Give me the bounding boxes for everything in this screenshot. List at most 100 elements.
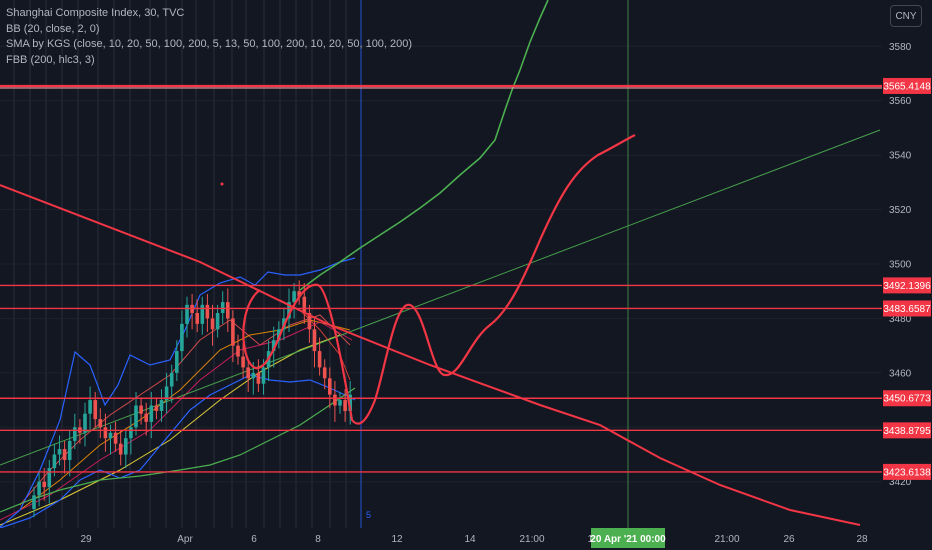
candle-body [302, 296, 307, 313]
candle-body [215, 312, 220, 330]
time-tick-label: 6 [251, 534, 257, 545]
candle-body [297, 291, 301, 297]
price-tick-label: 3460 [889, 368, 912, 379]
candle-body [144, 413, 148, 422]
candle-body [118, 443, 123, 455]
currency-button[interactable]: CNY [890, 5, 922, 27]
candle-body [261, 367, 266, 384]
time-tick-label: 26 [783, 534, 795, 545]
candle-body [220, 302, 225, 313]
candle-body [338, 400, 342, 406]
level-price-tag [883, 300, 931, 317]
candle-body [210, 318, 215, 330]
legend-symbol-title[interactable]: Shanghai Composite Index, 30, TVC [6, 7, 185, 19]
crosshair-time-label: 20 Apr '21 00:00 [590, 534, 666, 545]
time-tick-label: 12 [391, 534, 403, 545]
candle-body [333, 394, 337, 406]
time-tick-label: 14 [464, 534, 476, 545]
level-price-label: 3483.6587 [883, 304, 931, 315]
candle-body [307, 312, 312, 330]
level-price-tag [883, 390, 931, 407]
candle-body [287, 302, 291, 319]
candle-body [62, 449, 67, 460]
candle-body [47, 468, 52, 488]
time-tick-label: 29 [80, 534, 92, 545]
candle-body [98, 419, 103, 428]
red-dot-marker [220, 182, 224, 186]
horizontal-levels [0, 84, 882, 473]
time-tick-label: 28 [856, 534, 868, 545]
fbb-lower-band [0, 387, 356, 513]
candle-body [169, 372, 174, 387]
candle-body [57, 449, 62, 455]
price-tick-label: 3560 [889, 96, 912, 107]
candle-body [317, 351, 322, 368]
bollinger-lower [0, 374, 356, 529]
candle-body [236, 345, 240, 357]
candle-body [37, 481, 41, 496]
candle-body [256, 372, 261, 384]
candle-body [124, 438, 128, 455]
candle-body [164, 386, 169, 401]
descending-trend-line [0, 184, 861, 526]
moving-average-line [19, 314, 351, 506]
candle-body [103, 427, 108, 439]
candle-body [312, 329, 317, 352]
candle-body [292, 291, 296, 303]
candle-body [246, 367, 250, 379]
session-marker-label: 5 [366, 510, 371, 520]
candle-body [154, 405, 159, 411]
green-trend-line [0, 129, 881, 466]
candle-body [52, 454, 57, 469]
moving-average-lines [0, 299, 353, 526]
time-axis-background [0, 528, 932, 550]
candle-body [200, 304, 205, 324]
time-tick-label: 8 [315, 534, 321, 545]
time-tick-label: Apr [177, 534, 193, 545]
candle-body [180, 323, 184, 352]
horizontal-grid [0, 45, 882, 483]
fbb-upper-band [299, 0, 549, 291]
price-tick-label: 3420 [889, 477, 912, 488]
candle-body [42, 481, 46, 488]
time-tick-label: 21:00 [519, 534, 544, 545]
legend-sma[interactable]: SMA by KGS (close, 10, 20, 50, 100, 200,… [6, 38, 413, 50]
candle-body [149, 405, 154, 422]
candle-body [241, 356, 245, 368]
level-price-tag [883, 422, 931, 439]
candle-body [129, 427, 133, 439]
candle-body [32, 495, 36, 509]
candle-body [73, 427, 77, 441]
level-price-tag [883, 277, 931, 294]
bollinger-upper [0, 257, 356, 528]
candle-body [226, 302, 230, 319]
candle-body [83, 413, 87, 433]
level-price-label: 3492.1396 [883, 281, 931, 292]
level-price-label: 3438.8795 [883, 426, 931, 437]
chart-legend: Shanghai Composite Index, 30, TVC BB (20… [6, 6, 412, 68]
legend-fbb[interactable]: FBB (200, hlc3, 3) [6, 53, 95, 66]
candle-body [139, 405, 143, 414]
candle-body [185, 304, 189, 324]
candle-body [67, 440, 72, 460]
candle-body [277, 329, 281, 341]
projection-curve [242, 134, 636, 425]
candle-body [205, 304, 210, 319]
candlesticks [32, 280, 352, 518]
level-price-label: 3450.6773 [883, 394, 931, 405]
candle-body [343, 400, 347, 411]
legend-bb[interactable]: BB (20, close, 2, 0) [6, 22, 100, 35]
candle-body [231, 318, 235, 346]
candle-body [113, 432, 118, 444]
level-price-tag [883, 77, 931, 94]
candle-body [251, 372, 256, 379]
moving-average-line [0, 321, 353, 521]
level-price-label: 3565.4148 [883, 81, 931, 92]
crosshair-time-tag [591, 528, 665, 548]
candle-body [195, 312, 199, 324]
price-tick-label: 3540 [889, 151, 912, 162]
candle-body [134, 405, 138, 428]
price-tick-label: 3500 [889, 260, 912, 271]
time-tick-label: 21:00 [714, 534, 739, 545]
